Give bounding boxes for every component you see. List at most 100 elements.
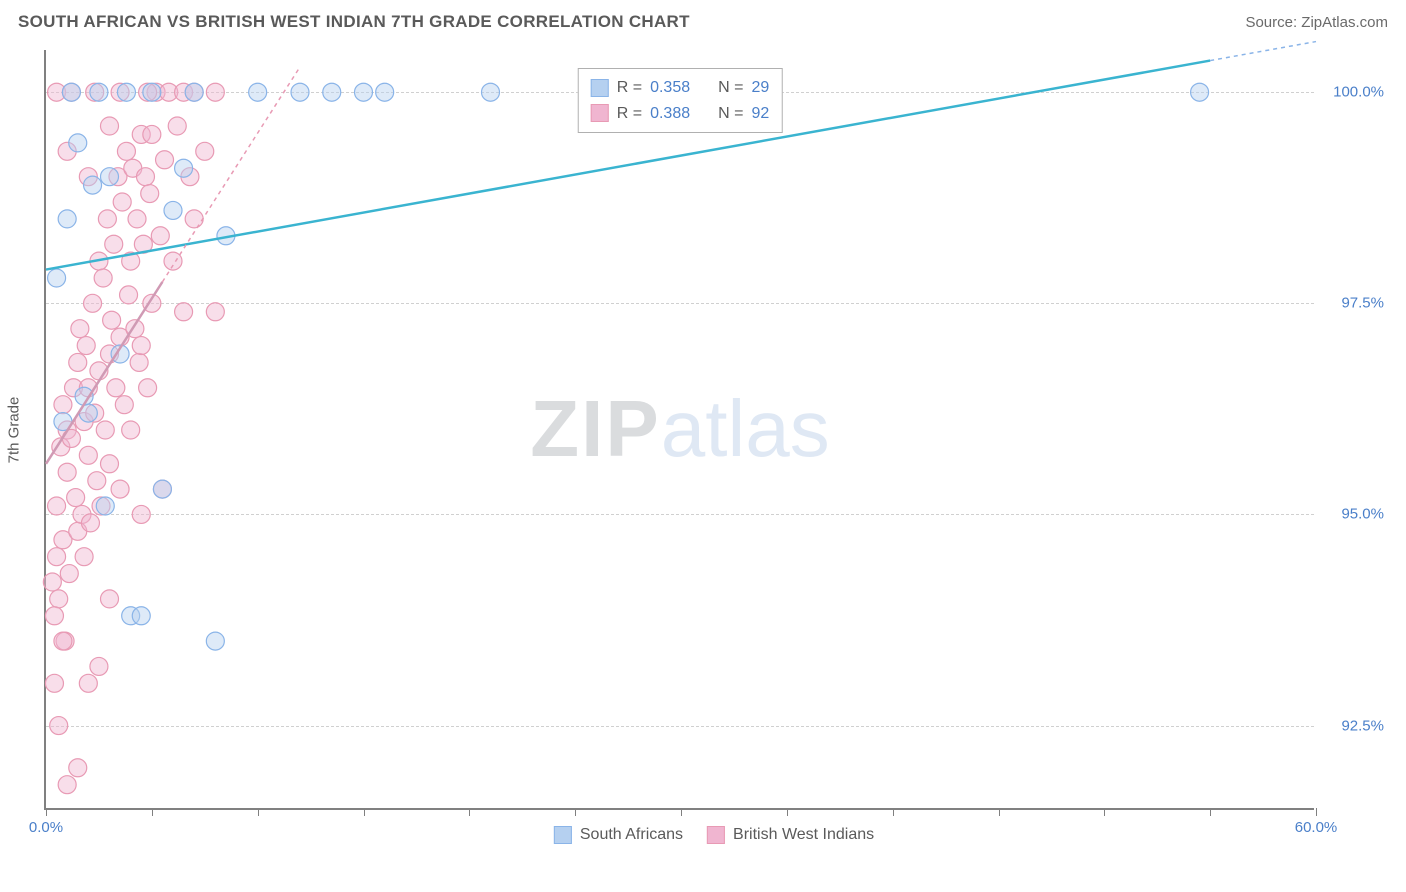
r-value-pink: 0.388 <box>650 101 690 127</box>
scatter-point <box>81 514 99 532</box>
xtick <box>258 808 259 816</box>
scatter-point <box>54 632 72 650</box>
scatter-point <box>111 480 129 498</box>
scatter-point <box>120 286 138 304</box>
scatter-point <box>98 210 116 228</box>
plot-area: ZIPatlas R = 0.358 N = 29 R = 0.388 N = … <box>44 50 1314 810</box>
scatter-point <box>101 168 119 186</box>
r-label: R = <box>617 75 642 101</box>
ytick-label: 95.0% <box>1324 506 1384 523</box>
legend-row-pink: R = 0.388 N = 92 <box>591 101 770 127</box>
scatter-point <box>79 674 97 692</box>
legend-item-blue: South Africans <box>554 826 683 844</box>
scatter-point <box>153 480 171 498</box>
scatter-point <box>54 396 72 414</box>
swatch-pink <box>591 104 609 122</box>
scatter-point <box>48 269 66 287</box>
n-label: N = <box>718 75 743 101</box>
chart-title: SOUTH AFRICAN VS BRITISH WEST INDIAN 7TH… <box>18 12 690 32</box>
scatter-point <box>151 227 169 245</box>
scatter-point <box>50 590 68 608</box>
legend-item-pink: British West Indians <box>707 826 874 844</box>
legend-row-blue: R = 0.358 N = 29 <box>591 75 770 101</box>
scatter-point <box>132 607 150 625</box>
scatter-point <box>206 303 224 321</box>
scatter-point <box>156 151 174 169</box>
scatter-point <box>58 463 76 481</box>
xtick <box>575 808 576 816</box>
scatter-point <box>143 83 161 101</box>
r-value-blue: 0.358 <box>650 75 690 101</box>
scatter-point <box>105 235 123 253</box>
scatter-point <box>128 210 146 228</box>
xtick <box>893 808 894 816</box>
swatch-blue-bottom <box>554 826 572 844</box>
xtick <box>999 808 1000 816</box>
n-value-pink: 92 <box>751 101 769 127</box>
scatter-point <box>45 674 63 692</box>
scatter-point <box>48 497 66 515</box>
series-legend: South Africans British West Indians <box>554 826 874 844</box>
chart-container: 7th Grade ZIPatlas R = 0.358 N = 29 R = … <box>44 50 1384 810</box>
xtick-label: 60.0% <box>1295 819 1338 836</box>
y-axis-label: 7th Grade <box>6 397 23 464</box>
scatter-point <box>101 455 119 473</box>
scatter-point <box>101 590 119 608</box>
scatter-point <box>79 446 97 464</box>
scatter-point <box>376 83 394 101</box>
scatter-point <box>136 168 154 186</box>
chart-header: SOUTH AFRICAN VS BRITISH WEST INDIAN 7TH… <box>0 0 1406 40</box>
scatter-point <box>48 548 66 566</box>
scatter-point <box>130 353 148 371</box>
scatter-point <box>115 396 133 414</box>
scatter-point <box>175 159 193 177</box>
scatter-point <box>62 83 80 101</box>
scatter-point <box>84 176 102 194</box>
xtick <box>364 808 365 816</box>
scatter-point <box>249 83 267 101</box>
scatter-point <box>58 776 76 794</box>
scatter-point <box>132 337 150 355</box>
n-value-blue: 29 <box>751 75 769 101</box>
scatter-point <box>75 548 93 566</box>
scatter-point <box>1191 83 1209 101</box>
scatter-point <box>291 83 309 101</box>
scatter-point <box>206 83 224 101</box>
scatter-point <box>94 269 112 287</box>
scatter-point <box>113 193 131 211</box>
swatch-pink-bottom <box>707 826 725 844</box>
xtick <box>152 808 153 816</box>
scatter-point <box>164 201 182 219</box>
scatter-point <box>196 142 214 160</box>
scatter-point <box>90 83 108 101</box>
scatter-point <box>117 83 135 101</box>
xtick <box>469 808 470 816</box>
scatter-point <box>77 337 95 355</box>
xtick <box>1316 808 1317 816</box>
scatter-point <box>103 311 121 329</box>
scatter-point <box>84 294 102 312</box>
scatter-point <box>132 505 150 523</box>
scatter-point <box>43 573 61 591</box>
scatter-point <box>96 497 114 515</box>
legend-label-blue: South Africans <box>580 826 683 844</box>
scatter-point <box>71 320 89 338</box>
scatter-point <box>69 759 87 777</box>
scatter-point <box>69 353 87 371</box>
scatter-point <box>139 379 157 397</box>
scatter-point <box>67 489 85 507</box>
scatter-point <box>117 142 135 160</box>
ytick-label: 97.5% <box>1324 295 1384 312</box>
r-label: R = <box>617 101 642 127</box>
scatter-point <box>107 379 125 397</box>
trend-line-dashed <box>1210 42 1316 61</box>
xtick <box>1104 808 1105 816</box>
scatter-point <box>69 134 87 152</box>
scatter-point <box>122 421 140 439</box>
scatter-point <box>185 210 203 228</box>
scatter-point <box>482 83 500 101</box>
scatter-point <box>141 185 159 203</box>
plot-svg <box>46 50 1314 808</box>
swatch-blue <box>591 79 609 97</box>
scatter-point <box>58 210 76 228</box>
